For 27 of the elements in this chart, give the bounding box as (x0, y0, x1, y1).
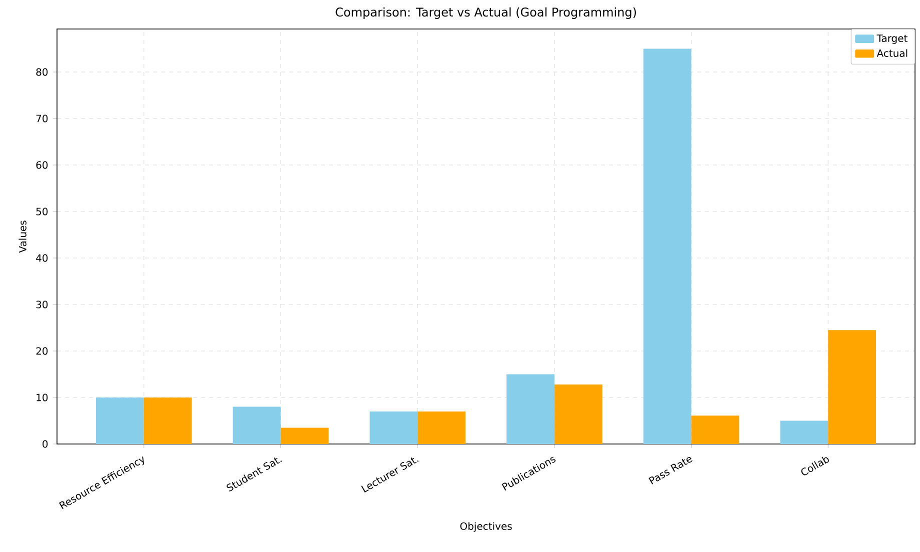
bar (643, 48, 692, 444)
y-tick-label: 10 (36, 394, 48, 402)
y-tick-label: 40 (36, 254, 48, 262)
y-axis-title: Values (18, 220, 26, 253)
bar (418, 411, 466, 444)
bar (554, 384, 602, 444)
x-tick-label: Pass Rate (648, 456, 692, 484)
legend-label: Actual (876, 49, 908, 57)
bar (232, 406, 281, 444)
bar (144, 397, 192, 444)
bar (828, 330, 876, 444)
bar (370, 411, 418, 444)
x-axis-title: Objectives (460, 522, 512, 532)
bar (506, 374, 554, 444)
legend-label: Target (876, 34, 908, 44)
y-tick-label: 60 (36, 161, 48, 169)
bar (96, 397, 144, 444)
y-tick-label: 50 (36, 208, 48, 216)
y-tick-label: 30 (36, 300, 48, 308)
y-tick-label: 0 (42, 440, 48, 448)
y-tick-label: 20 (36, 347, 48, 355)
bar (691, 416, 740, 444)
y-tick-label: 80 (36, 68, 48, 76)
y-tick-label: 70 (36, 114, 48, 122)
chart-title: Comparison: Target vs Actual (Goal Programming) (336, 7, 636, 19)
bar (780, 420, 828, 444)
bar (280, 428, 329, 444)
